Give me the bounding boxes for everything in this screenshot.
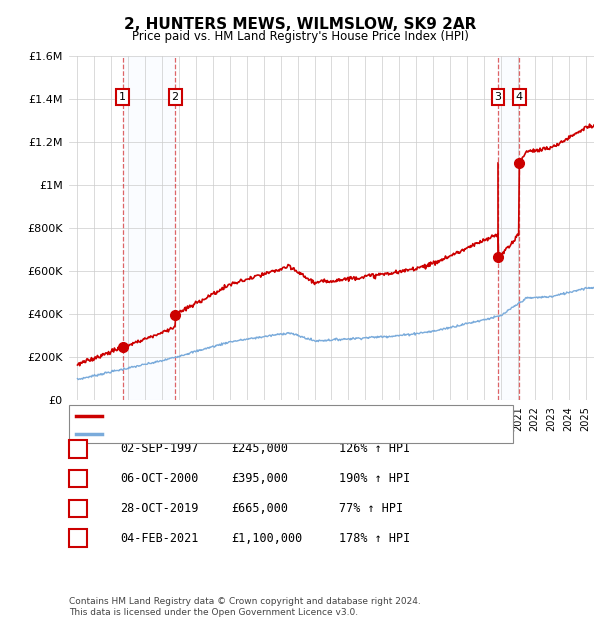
Text: 4: 4 [74, 532, 82, 544]
Text: 2: 2 [172, 92, 179, 102]
Text: 1: 1 [119, 92, 126, 102]
Text: Contains HM Land Registry data © Crown copyright and database right 2024.
This d: Contains HM Land Registry data © Crown c… [69, 598, 421, 617]
Text: 178% ↑ HPI: 178% ↑ HPI [339, 532, 410, 544]
Bar [122, 56, 175, 400]
Text: 77% ↑ HPI: 77% ↑ HPI [339, 502, 403, 515]
Text: 2, HUNTERS MEWS, WILMSLOW, SK9 2AR: 2, HUNTERS MEWS, WILMSLOW, SK9 2AR [124, 17, 476, 32]
Text: £245,000: £245,000 [231, 443, 288, 455]
Text: 4: 4 [516, 92, 523, 102]
Text: 04-FEB-2021: 04-FEB-2021 [120, 532, 199, 544]
Text: £395,000: £395,000 [231, 472, 288, 485]
Text: 28-OCT-2019: 28-OCT-2019 [120, 502, 199, 515]
Text: 3: 3 [74, 502, 82, 515]
Text: £665,000: £665,000 [231, 502, 288, 515]
Text: 02-SEP-1997: 02-SEP-1997 [120, 443, 199, 455]
Text: 3: 3 [494, 92, 502, 102]
Text: 2: 2 [74, 472, 82, 485]
Bar [498, 56, 520, 400]
Text: HPI: Average price, detached house, Cheshire East: HPI: Average price, detached house, Ches… [107, 428, 371, 439]
Text: Price paid vs. HM Land Registry's House Price Index (HPI): Price paid vs. HM Land Registry's House … [131, 30, 469, 43]
Text: 126% ↑ HPI: 126% ↑ HPI [339, 443, 410, 455]
Text: £1,100,000: £1,100,000 [231, 532, 302, 544]
Text: 2, HUNTERS MEWS, WILMSLOW, SK9 2AR (detached house): 2, HUNTERS MEWS, WILMSLOW, SK9 2AR (deta… [107, 410, 416, 420]
Text: 1: 1 [74, 443, 82, 455]
Text: 06-OCT-2000: 06-OCT-2000 [120, 472, 199, 485]
Text: 190% ↑ HPI: 190% ↑ HPI [339, 472, 410, 485]
